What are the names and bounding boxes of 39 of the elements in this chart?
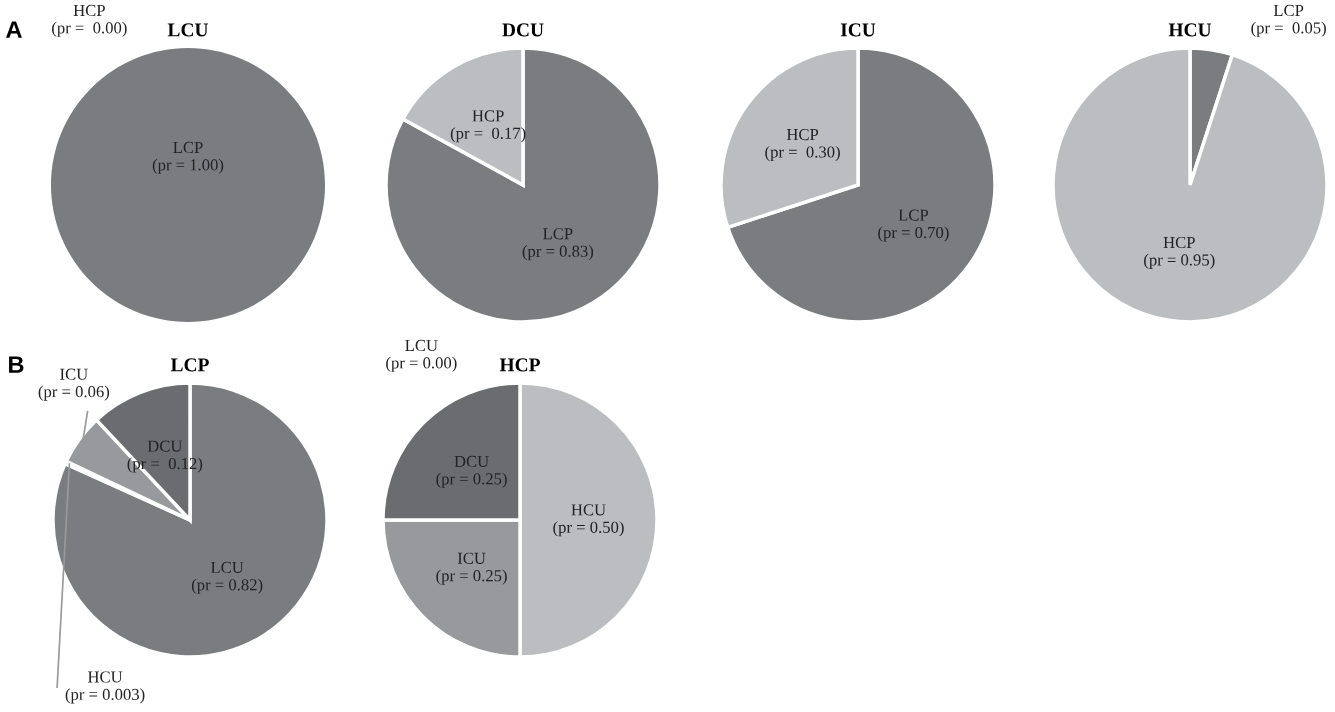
data-label: (pr = 0.06): [38, 385, 110, 401]
slice-label: HCP: [472, 110, 504, 122]
data-label: (pr = 0.05): [1251, 21, 1326, 37]
text: (pr = 0.00): [386, 356, 457, 372]
text: A: [6, 21, 22, 38]
data-label: (pr = 0.95): [1144, 253, 1215, 269]
slice-label: DCU: [454, 455, 489, 468]
slice-label: ICU: [60, 368, 88, 380]
category-label: HCP: [73, 4, 105, 17]
slice-label: LCU: [210, 561, 244, 574]
text: B: [9, 356, 24, 373]
data-label: (pr = 0.83): [522, 245, 594, 261]
data-label: (pr = 0.82): [191, 578, 263, 594]
text: (pr = 0.00): [52, 21, 127, 37]
data-label: (pr = 0.003): [65, 688, 145, 704]
slice-label: ICU: [457, 552, 486, 564]
slice-label: LCP: [898, 209, 929, 221]
slice-label: LCP: [1273, 4, 1304, 17]
slice-label: HCP: [1163, 236, 1195, 249]
chart-title: ICU: [840, 23, 876, 37]
data-label: (pr = 0.25): [436, 472, 507, 488]
data-label: (pr = 0.17): [450, 127, 526, 143]
chart-title: LCP: [170, 358, 209, 372]
slice-label: LCP: [543, 228, 573, 240]
category-label: LCU: [405, 339, 438, 352]
slice-label: DCU: [147, 440, 183, 452]
slice-label: HCP: [786, 128, 819, 141]
data-label: (pr = 0.70): [878, 226, 949, 242]
data-label: (pr = 0.50): [553, 521, 624, 537]
slice-label: HCU: [571, 504, 606, 516]
slice-label: LCP: [173, 141, 203, 154]
chart-title: DCU: [502, 23, 544, 37]
text: HCU: [1168, 23, 1212, 37]
chart-title: LCU: [167, 23, 209, 37]
slice-label: HCU: [87, 671, 123, 683]
data-label: (pr = 0.25): [436, 569, 507, 585]
data-label: (pr = 1.00): [152, 158, 224, 174]
chart-title: HCP: [499, 358, 540, 372]
data-label: (pr = 0.30): [765, 145, 840, 162]
